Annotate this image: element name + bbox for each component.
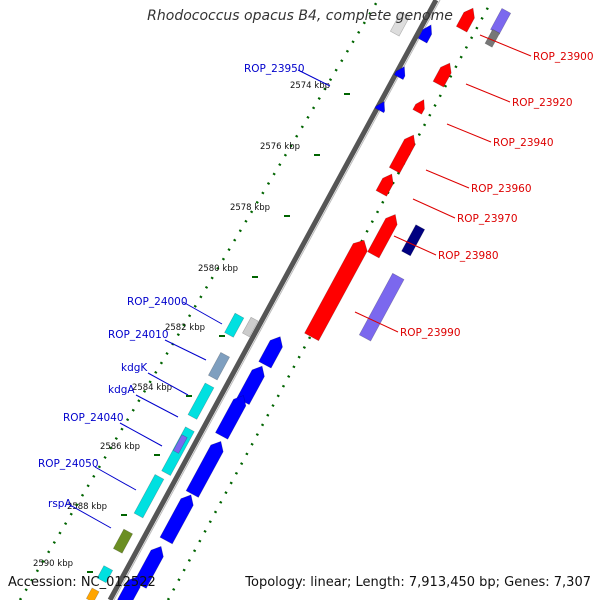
label-leader: [164, 339, 207, 361]
label-leader: [465, 83, 511, 103]
scale-label: 2590 kbp: [33, 559, 73, 569]
scale-label: 2584 kbp: [132, 383, 172, 393]
gene-top-blue: [417, 24, 432, 44]
label-leader: [412, 198, 456, 219]
band-rspA: [96, 565, 114, 584]
gene-ROP_23950: [393, 66, 406, 80]
band-ROP_24000: [224, 312, 245, 338]
label-leader: [446, 123, 492, 143]
gene-label-right: ROP_23960: [471, 183, 532, 195]
label-leader: [135, 394, 179, 418]
scale-label: 2586 kbp: [100, 442, 140, 452]
band-grey-24000: [242, 316, 259, 338]
label-leader: [479, 34, 532, 57]
gene-label-right: ROP_23900: [533, 51, 594, 63]
band-grey-top: [484, 28, 501, 48]
gene-label-right: ROP_23940: [493, 137, 554, 149]
gene-label-left: ROP_24000: [127, 296, 188, 308]
scale-label: 2576 kbp: [260, 142, 300, 152]
band-ROP_24040: [133, 474, 165, 519]
label-leader: [119, 422, 163, 447]
band-purple-kdgA: [172, 434, 188, 454]
gene-ROP_24050: [133, 545, 164, 589]
accession-text: Accession: NC_012522: [8, 575, 156, 590]
gene-label-left: ROP_23950: [244, 63, 305, 75]
gene-label-left: ROP_24010: [108, 329, 169, 341]
gene-ROP_23960: [388, 134, 416, 174]
labels: ROP_23950 ROP_24000 ROP_24010 kdgK kdgA ROP_2…: [38, 51, 594, 510]
band-top-light: [389, 11, 411, 37]
scale-label: 2582 kbp: [165, 323, 205, 333]
features: [85, 7, 512, 600]
label-leader: [297, 69, 331, 87]
gene-ROP_23900: [455, 7, 475, 33]
label-leader: [393, 235, 437, 256]
scale-label: 2578 kbp: [230, 203, 270, 213]
band-orange: [85, 587, 100, 600]
gene-small-blue: [374, 101, 386, 114]
scale-label: 2574 kbp: [290, 81, 330, 91]
backbone: [107, 0, 441, 600]
backbone-highlight: [113, 0, 441, 600]
scale-label: 2588 kbp: [67, 502, 107, 512]
gene-ROP_23980: [367, 214, 398, 259]
gene-ROP_23990: [304, 239, 368, 342]
gene-kdgA: [185, 440, 224, 498]
gene-label-right: ROP_23920: [512, 97, 573, 109]
band-ROP_23980: [401, 224, 426, 257]
gene-ROP_24040: [159, 494, 194, 545]
backbone-line: [107, 0, 439, 600]
band-ROP_24050: [112, 528, 134, 554]
band-kdgK: [187, 382, 215, 420]
label-leader: [182, 301, 223, 325]
band-ROP_23990: [358, 272, 405, 342]
label-leader: [425, 169, 470, 189]
gene-label-left: kdgA: [108, 384, 135, 396]
gene-ROP_24010: [236, 365, 265, 406]
gene-label-right: ROP_23990: [400, 327, 461, 339]
gene-ROP_23920: [432, 62, 452, 88]
gene-label-left: rspA: [48, 498, 72, 510]
summary-text: Topology: linear; Length: 7,913,450 bp; …: [245, 575, 591, 590]
gene-label-right: ROP_23980: [438, 250, 499, 262]
gene-ROP_23940: [412, 99, 425, 115]
label-leader: [94, 466, 137, 491]
band-ROP_24010: [207, 351, 230, 381]
gene-label-left: ROP_24050: [38, 458, 99, 470]
gene-label-right: ROP_23970: [457, 213, 518, 225]
gene-ROP_23970: [375, 173, 394, 197]
gene-rspA: [117, 576, 141, 600]
label-leaders: [69, 34, 532, 529]
label-leader: [354, 311, 399, 333]
map-title: Rhodococcus opacus B4, complete genome: [147, 8, 453, 24]
label-leader: [69, 504, 112, 529]
gene-label-left: kdgK: [121, 362, 148, 374]
gene-kdgK: [215, 395, 247, 440]
scale-label: 2580 kbp: [198, 264, 238, 274]
label-leader: [147, 372, 189, 396]
gene-label-left: ROP_24040: [63, 412, 124, 424]
scale-rings: 2574 kbp 2576 kbp 2578 kbp 2580 kbp 2582 kbp…: [18, 0, 494, 600]
gene-ROP_24000: [258, 336, 283, 369]
